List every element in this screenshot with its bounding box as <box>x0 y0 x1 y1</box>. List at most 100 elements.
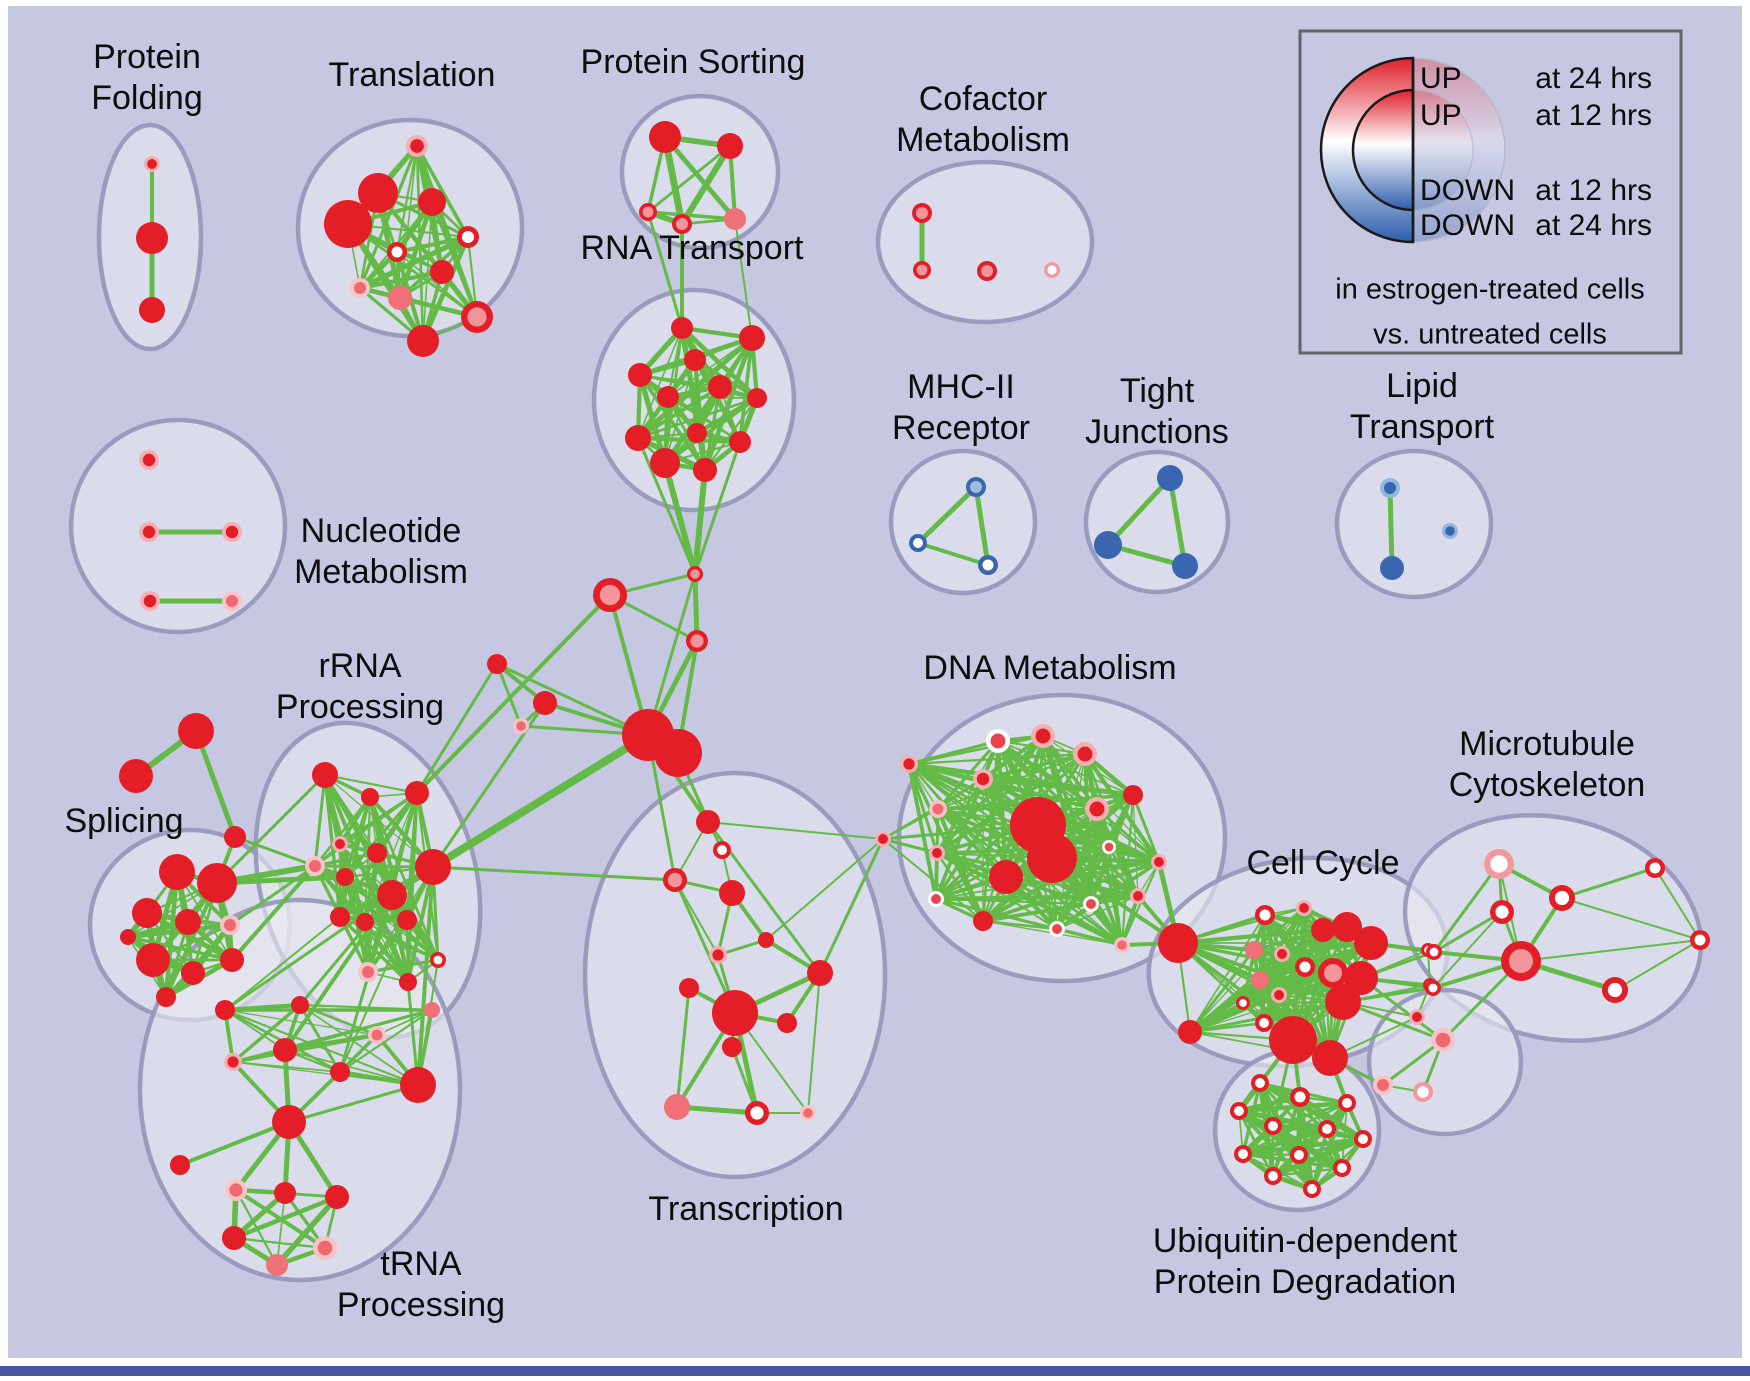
mhc_ii_receptor-node-core-0 <box>970 481 982 493</box>
dna_metabolism-edge <box>907 762 985 923</box>
legend-circle-inner-right <box>1412 89 1474 211</box>
mhc_ii_receptor-region <box>888 448 1038 596</box>
protein_sorting-edge <box>678 142 734 228</box>
link-chain-rrna_processing <box>415 593 612 795</box>
rrna_processing-edge <box>406 865 435 984</box>
link-transcription-dna_metabolism <box>765 838 884 941</box>
dna_metabolism-edge <box>907 752 1087 766</box>
link-splicing_outer-rrna_processing <box>233 835 317 868</box>
transcription-edge <box>674 1104 760 1116</box>
splicing-label: Splicing <box>64 802 183 840</box>
dna_metabolism-edge <box>908 763 1123 946</box>
cell_cycle-edge <box>1189 914 1266 1033</box>
ubiquitin_degradation-edge <box>1240 1136 1366 1157</box>
splicing_outer-nodes <box>119 713 246 848</box>
nucleotide_metabolism-label: Metabolism <box>294 553 468 591</box>
chain-node-core-0 <box>690 569 700 579</box>
mhc_ii_receptor-edge <box>973 484 991 568</box>
microtubule_cytoskeleton-node-core-1 <box>1428 983 1438 993</box>
microtubule_cytoskeleton-node-core-2 <box>1490 855 1508 873</box>
tight_junctions-region <box>1083 449 1231 595</box>
rrna_processing-node-core-3 <box>335 839 345 849</box>
rrna_processing-nodes <box>215 762 451 1103</box>
legend-direction-1: UP <box>1420 99 1462 132</box>
cell_cycle-node-core-2 <box>1299 903 1309 913</box>
cofactor_metabolism-node-core-1 <box>916 264 928 276</box>
dna_metabolism-edge <box>935 808 1098 900</box>
splicing-node-0 <box>159 854 195 890</box>
translation-node-core-9 <box>467 307 487 327</box>
ubiquitin_degradation-node-core-3 <box>1234 1106 1244 1116</box>
dna_metabolism-edge <box>882 838 984 922</box>
ubiquitin_degradation-node-core-5 <box>1322 1124 1332 1134</box>
chain-node-6 <box>533 691 557 715</box>
rrna_processing-node-15 <box>215 1000 235 1020</box>
rna_transport-edge <box>663 396 759 465</box>
chain-edge <box>692 571 700 644</box>
cell_cycle-edge <box>1252 906 1306 952</box>
link-dna_metabolism-cell_cycle <box>1050 856 1180 945</box>
dna_metabolism-label: DNA Metabolism <box>923 649 1176 687</box>
rrna_processing-edge <box>223 1008 420 1087</box>
protein_sorting-node-4 <box>724 208 746 230</box>
transcription-node-core-13 <box>803 1108 813 1118</box>
microtubule_cytoskeleton-edge <box>1520 939 1701 962</box>
legend-direction-2: DOWN <box>1420 174 1515 207</box>
protein_sorting-node-core-2 <box>642 206 654 218</box>
dna_metabolism-edge <box>981 860 1161 923</box>
transcription-node-core-12 <box>750 1106 764 1120</box>
nucleotide_metabolism-node-core-3 <box>143 594 157 608</box>
protein_sorting-edge <box>646 144 732 214</box>
tight_junctions-node-1 <box>1094 531 1122 559</box>
rna_transport-node-8 <box>625 425 651 451</box>
tight_junctions-edge <box>1105 475 1173 548</box>
rrna_processing-edge <box>231 1003 302 1064</box>
node-layer <box>119 121 1710 1276</box>
rrna_processing-node-22 <box>291 996 309 1014</box>
rrna_processing-edge <box>338 893 394 1074</box>
nucleotide_metabolism-node-core-0 <box>142 453 156 467</box>
rna_transport-edge <box>635 435 743 445</box>
trna_processing-edge <box>232 1236 327 1250</box>
ubiquitin_degradation-node-core-10 <box>1337 1163 1347 1173</box>
rrna_processing-edge <box>366 918 409 974</box>
splicing-node-7 <box>181 961 205 985</box>
bridge_cluster-node-core-2 <box>1417 1086 1429 1098</box>
dna_metabolism-edge <box>1056 895 1139 930</box>
ubiquitin_degradation-edge <box>1236 1100 1350 1114</box>
dna_metabolism-edge <box>1088 901 1125 948</box>
chain-node-core-2 <box>690 634 704 648</box>
rrna_processing-node-7 <box>377 880 407 910</box>
mhc_ii_receptor-label: MHC-II <box>907 368 1015 406</box>
trna_processing-nodes <box>170 1105 349 1276</box>
rna_transport-edge <box>703 396 759 472</box>
link-rna_transport-chain <box>636 436 697 576</box>
transcription-node-5 <box>758 932 774 948</box>
trna_processing-edge <box>231 1194 340 1241</box>
legend-box <box>1298 29 1683 355</box>
cell_cycle-nodes <box>1158 900 1437 1076</box>
microtubule_cytoskeleton-edge <box>1432 911 1503 989</box>
legend-time-0: at 24 hrs <box>1535 62 1652 95</box>
rrna_processing-node-2 <box>405 781 429 805</box>
nucleotide_metabolism-edges <box>146 529 235 604</box>
bridge_cluster-node-core-0 <box>1435 1032 1451 1048</box>
dna_metabolism-node-core-3 <box>976 772 990 786</box>
trna_processing-node-core-6 <box>317 1240 333 1256</box>
link-protein_sorting-rna_transport <box>646 210 684 330</box>
rrna_processing-edge <box>344 876 409 983</box>
cell_cycle-edge <box>1188 993 1281 1034</box>
cell_cycle-edge <box>1262 952 1284 1025</box>
dna_metabolism-edge <box>1082 751 1162 865</box>
protein_sorting-edge <box>646 210 737 221</box>
dna_metabolism-nodes <box>875 724 1167 953</box>
cell_cycle-node-core-9 <box>1324 964 1342 982</box>
transcription-node-0 <box>696 810 720 834</box>
microtubule_cytoskeleton-node-core-0 <box>1429 947 1439 957</box>
microtubule_cytoskeleton-region <box>1402 813 1704 1043</box>
cell_cycle-edge <box>1189 907 1305 1033</box>
translation-edge <box>357 234 471 291</box>
splicing_outer-node-2 <box>224 826 246 848</box>
dna_metabolism-node-core-0 <box>990 733 1006 749</box>
